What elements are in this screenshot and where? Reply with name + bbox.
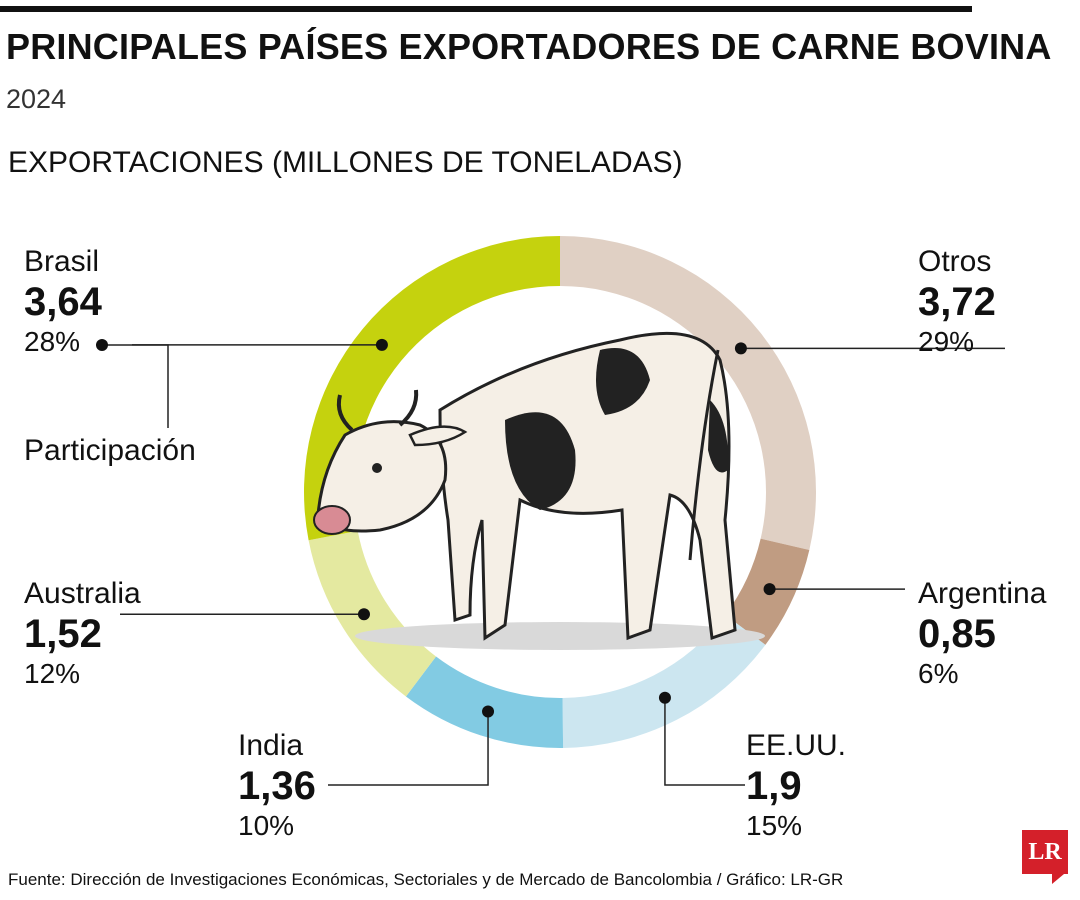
label-otros-percent: 29% bbox=[918, 326, 975, 357]
leader-eeuu bbox=[664, 697, 745, 786]
cow-horn-left bbox=[336, 394, 354, 432]
leader-india bbox=[328, 711, 489, 786]
cow-spot-2 bbox=[505, 412, 576, 510]
label-argentina-percent: 6% bbox=[918, 658, 959, 689]
label-argentina-value: 0,85 bbox=[918, 612, 996, 656]
leader-dot-eeuu bbox=[658, 691, 671, 704]
cow-eye bbox=[372, 463, 382, 473]
slice-india bbox=[405, 656, 564, 748]
label-brasil-name: Brasil bbox=[24, 245, 100, 278]
label-india-value: 1,36 bbox=[238, 764, 316, 808]
slice-eeuu bbox=[562, 614, 766, 748]
leader-dot-india bbox=[482, 705, 495, 718]
label-australia-percent: 12% bbox=[24, 658, 81, 689]
participation-dot bbox=[96, 339, 108, 351]
label-australia-name: Australia bbox=[24, 577, 141, 610]
label-otros-value: 3,72 bbox=[918, 280, 996, 324]
unit-label: EXPORTACIONES (MILLONES DE TONELADAS) bbox=[8, 146, 683, 179]
leader-dot-otros bbox=[734, 342, 747, 355]
label-eeuu-percent: 15% bbox=[746, 810, 803, 841]
label-india-percent: 10% bbox=[238, 810, 295, 841]
label-india: India 1,36 10% bbox=[238, 728, 316, 844]
cow-nose bbox=[313, 505, 351, 535]
chart-title: PRINCIPALES PAÍSES EXPORTADORES DE CARNE… bbox=[6, 26, 1052, 67]
cow-ear bbox=[408, 425, 468, 447]
cow-illustration bbox=[313, 331, 765, 650]
top-rule bbox=[0, 6, 972, 12]
label-otros: Otros 3,72 29% bbox=[918, 244, 996, 360]
cow-head bbox=[316, 420, 448, 533]
label-brasil-percent: 28% bbox=[24, 326, 81, 357]
donut-slices bbox=[304, 236, 816, 748]
slice-otros bbox=[560, 236, 816, 550]
label-eeuu-name: EE.UU. bbox=[746, 729, 847, 762]
label-brasil-value: 3,64 bbox=[24, 280, 102, 324]
leader-dot-argentina bbox=[763, 583, 776, 596]
label-australia-value: 1,52 bbox=[24, 612, 102, 656]
cow-spot-3 bbox=[708, 400, 729, 473]
slice-australia bbox=[308, 530, 437, 697]
label-argentina: Argentina 0,85 6% bbox=[918, 576, 1046, 692]
chart-year: 2024 bbox=[6, 84, 67, 114]
cow-tail bbox=[688, 349, 720, 561]
cow-spot-1 bbox=[596, 348, 650, 415]
cow-horn-right bbox=[398, 389, 419, 427]
source-note: Fuente: Dirección de Investigaciones Eco… bbox=[8, 870, 844, 889]
label-eeuu: EE.UU. 1,9 15% bbox=[746, 728, 846, 844]
label-eeuu-value: 1,9 bbox=[746, 764, 802, 808]
lr-logo: LR bbox=[1022, 830, 1068, 884]
label-brasil: Brasil 3,64 28% bbox=[24, 244, 102, 360]
leader-dot-brasil bbox=[375, 338, 388, 351]
leader-lines bbox=[96, 338, 1005, 786]
cow-body bbox=[438, 331, 737, 641]
leader-dot-australia bbox=[357, 608, 370, 621]
label-india-name: India bbox=[238, 729, 304, 762]
label-australia: Australia 1,52 12% bbox=[24, 576, 141, 692]
label-argentina-name: Argentina bbox=[918, 577, 1047, 610]
participation-legend: Participación bbox=[24, 434, 196, 467]
label-otros-name: Otros bbox=[918, 245, 992, 278]
participation-connector bbox=[102, 344, 169, 428]
